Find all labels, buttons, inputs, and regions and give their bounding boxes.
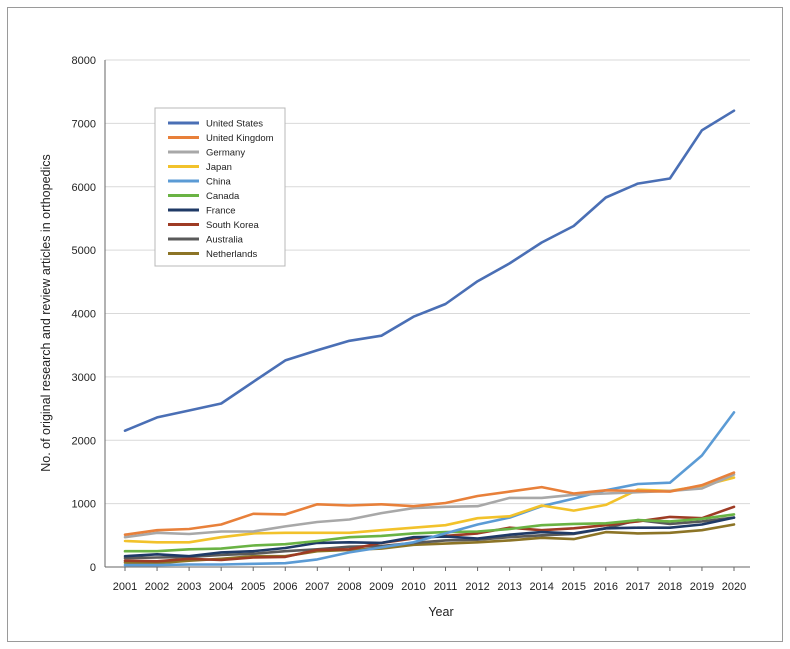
x-tick-label: 2015 — [561, 581, 585, 593]
legend-label-china: China — [206, 177, 232, 188]
series-lines — [123, 109, 736, 567]
tick-labels: 0 1000 2000 3000 4000 5000 6000 7000 8000 2001 200… — [72, 55, 747, 593]
x-tick-label: 2011 — [434, 581, 458, 593]
y-tick-label: 0 — [90, 562, 96, 574]
y-tick-label: 5000 — [72, 245, 96, 257]
x-tick-label: 2004 — [209, 581, 233, 593]
x-tick-label: 2016 — [594, 581, 618, 593]
y-tick-label: 2000 — [72, 435, 96, 447]
axes — [104, 60, 750, 571]
x-tick-label: 2012 — [465, 581, 489, 593]
legend-label-united-kingdom: United Kingdom — [206, 133, 274, 144]
x-tick-label: 2001 — [113, 581, 137, 593]
x-tick-label: 2013 — [497, 581, 521, 593]
x-tick-label: 2008 — [337, 581, 361, 593]
x-tick-label: 2006 — [273, 581, 297, 593]
legend-label-japan: Japan — [206, 162, 232, 173]
x-tick-label: 2019 — [690, 581, 714, 593]
x-axis-label: Year — [428, 605, 453, 619]
y-tick-label: 4000 — [72, 309, 96, 321]
figure-frame — [7, 7, 783, 642]
series-line-canada — [123, 513, 736, 553]
x-tick-label: 2007 — [305, 581, 329, 593]
x-tick-label: 2017 — [626, 581, 650, 593]
legend-label-canada: Canada — [206, 191, 240, 202]
legend: United States United Kingdom Germany Japan C… — [154, 107, 286, 267]
y-tick-label: 8000 — [72, 55, 96, 67]
series-line-china — [123, 411, 736, 567]
x-tick-label: 2018 — [658, 581, 682, 593]
x-tick-label: 2010 — [401, 581, 425, 593]
x-tick-label: 2005 — [241, 581, 265, 593]
legend-label-germany: Germany — [206, 148, 245, 159]
y-axis-label: No. of original research and review arti… — [39, 154, 53, 472]
legend-label-united-states: United States — [206, 119, 263, 130]
legend-label-netherlands: Netherlands — [206, 249, 257, 260]
legend-label-south-korea: South Korea — [206, 220, 260, 231]
y-tick-label: 1000 — [72, 499, 96, 511]
x-tick-label: 2003 — [177, 581, 201, 593]
x-tick-label: 2002 — [145, 581, 169, 593]
series-line-germany — [123, 473, 736, 539]
x-tick-label: 2014 — [529, 581, 553, 593]
series-line-netherlands — [123, 523, 736, 565]
y-tick-label: 7000 — [72, 118, 96, 130]
y-tick-label: 6000 — [72, 182, 96, 194]
x-tick-label: 2020 — [722, 581, 746, 593]
legend-label-australia: Australia — [206, 235, 244, 246]
y-tick-label: 3000 — [72, 372, 96, 384]
series-line-united-states — [123, 109, 736, 432]
series-line-united-kingdom — [123, 471, 736, 536]
legend-label-france: France — [206, 206, 236, 217]
x-tick-label: 2009 — [369, 581, 393, 593]
